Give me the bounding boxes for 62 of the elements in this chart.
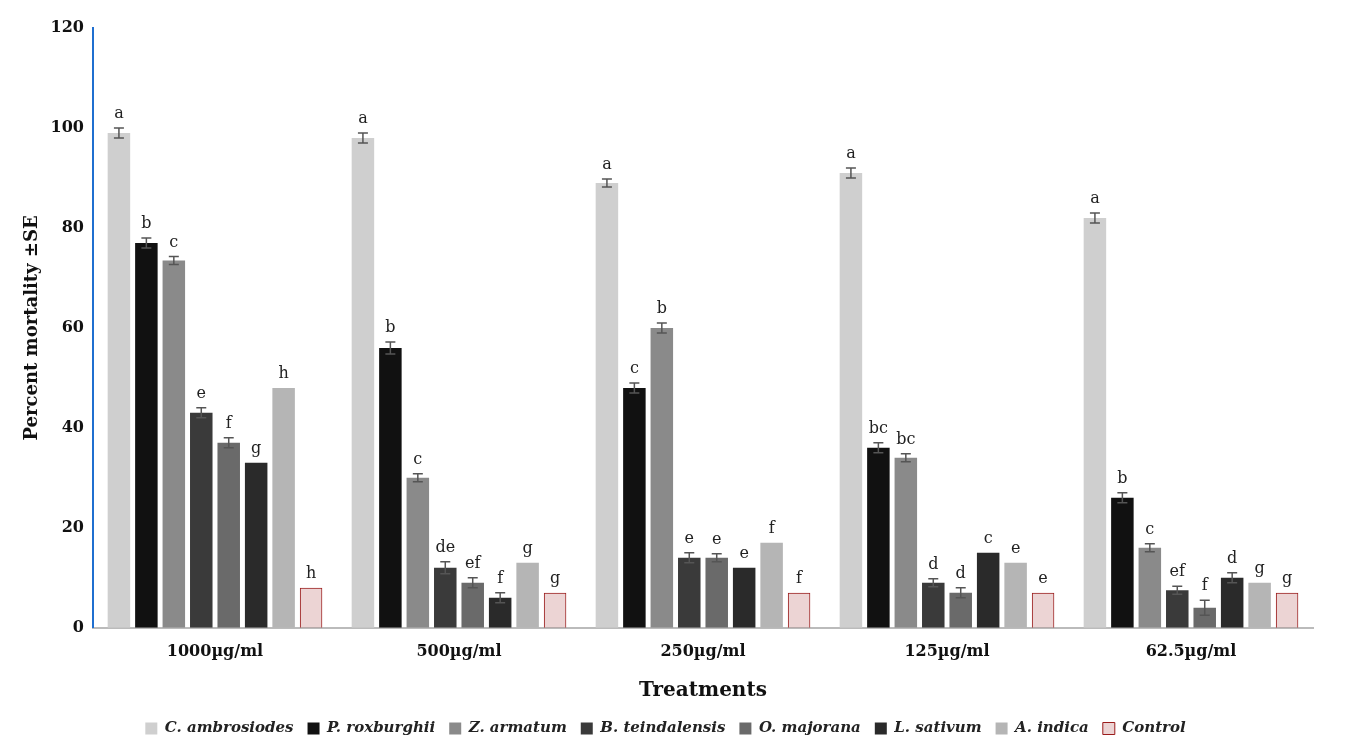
data-label: e [196,383,207,403]
data-label: bc [896,429,916,449]
data-label: de [435,536,456,556]
legend-label: B. teindalensis [599,718,726,737]
data-label: b [656,298,667,318]
data-label: h [305,562,317,582]
data-label: e [1038,567,1048,587]
y-tick-label: 60 [61,317,84,337]
data-label: d [955,562,966,582]
data-label: f [497,567,505,587]
y-tick-label: 20 [61,516,84,536]
legend-label: P. roxburghii [326,718,436,737]
legend-label: Control [1122,718,1186,737]
data-label: c [169,231,179,251]
data-label: a [602,154,613,174]
legend-label: A. indica [1013,718,1089,737]
x-axis-title: Treatments [639,677,767,702]
data-label: e [684,527,695,547]
data-label: bc [868,418,889,438]
y-tick-label: 0 [72,616,84,636]
y-tick-label: 120 [50,17,84,37]
data-label: a [358,108,369,128]
data-label: b [385,317,396,337]
x-tick-label: 125µg/ml [904,640,990,660]
legend-label: O. majorana [758,718,861,737]
legend-label: Z. armatum [467,718,567,737]
legend-label: L. sativum [893,718,982,737]
data-label: g [549,567,561,587]
y-tick-label: 100 [50,117,84,137]
data-label: e [1010,537,1021,557]
data-label: e [711,528,722,548]
data-label: a [1090,188,1101,208]
data-label: g [1281,567,1293,587]
data-label: c [983,527,993,547]
data-label: f [1201,575,1209,595]
data-label: f [768,517,776,537]
data-label: a [114,103,125,123]
data-label: c [413,449,423,469]
x-tick-label: 1000µg/ml [166,640,264,660]
y-axis-title: Percent mortality ±SE [20,215,42,441]
data-label: c [629,358,639,378]
legend-label: C. ambrosiodes [164,718,295,737]
x-tick-label: 62.5µg/ml [1145,640,1237,660]
data-label: ef [465,552,482,572]
data-label: ef [1169,561,1187,581]
data-label: g [522,537,533,557]
data-label: d [1227,547,1238,567]
data-label: b [1117,468,1128,487]
data-label: c [1145,518,1155,538]
data-label: h [278,363,289,383]
data-label: g [251,438,262,458]
data-label: b [141,213,152,233]
data-label: d [928,553,939,573]
x-tick-label: 500µg/ml [416,640,502,660]
y-tick-label: 40 [61,417,84,437]
data-label: f [796,567,804,587]
data-label: f [225,413,233,433]
x-tick-label: 250µg/ml [660,640,746,660]
data-label: e [739,542,749,562]
data-label: a [846,143,857,163]
y-tick-label: 80 [61,217,84,237]
data-label: g [1254,557,1265,577]
